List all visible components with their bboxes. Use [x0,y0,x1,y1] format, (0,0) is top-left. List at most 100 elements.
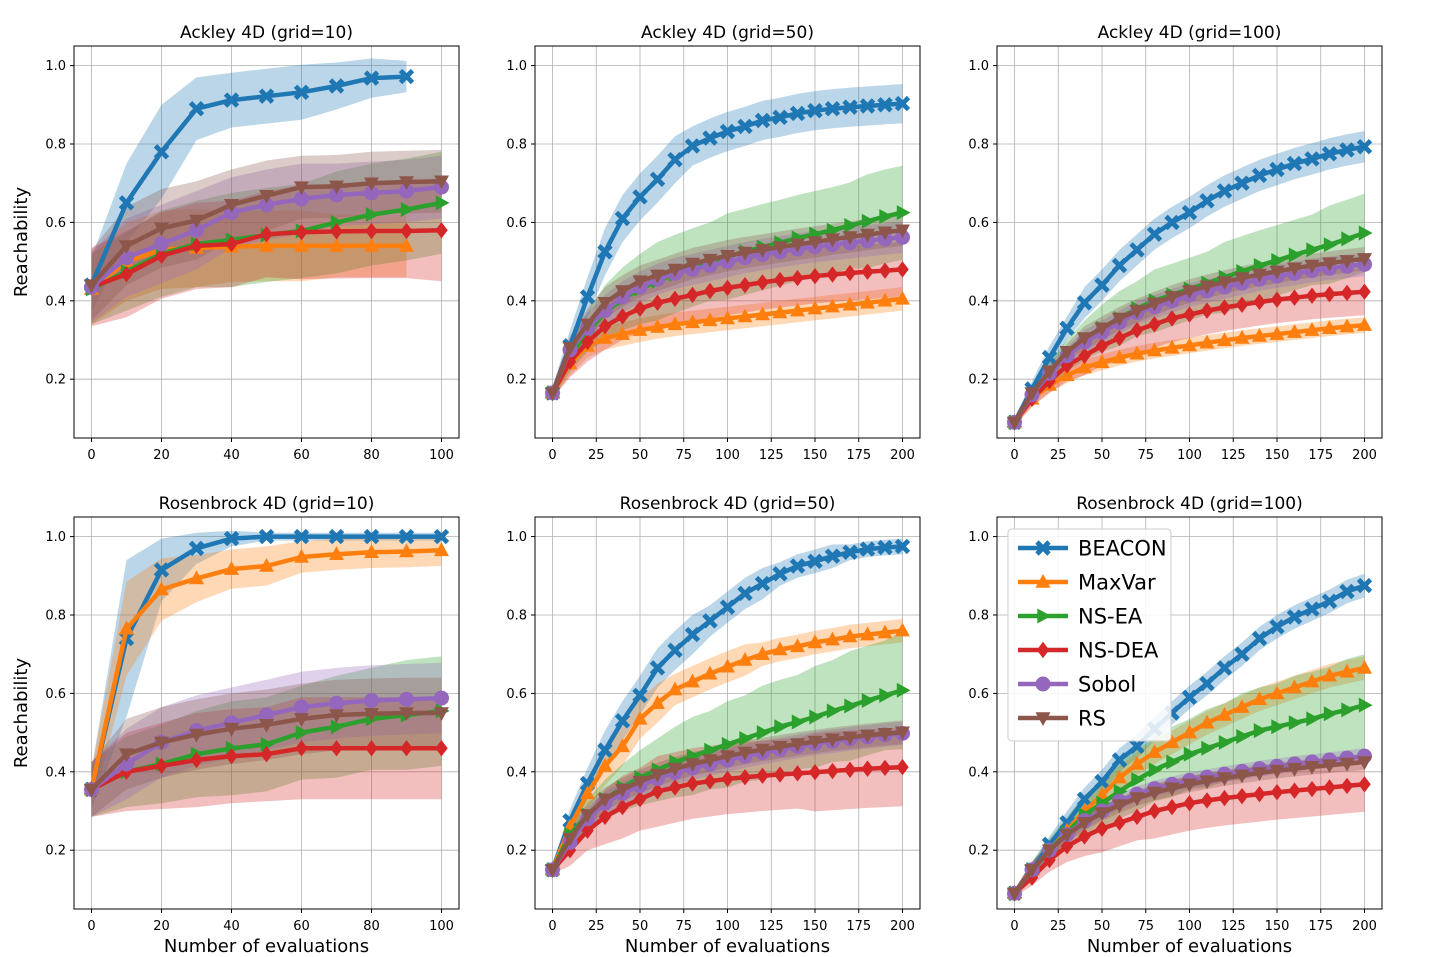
data-point [581,333,594,351]
x-tick-label: 20 [153,919,170,934]
data-point [756,274,769,291]
data-point [686,286,699,304]
data-point [1234,646,1250,662]
x-tick-label: 100 [715,448,740,463]
data-point [223,92,240,108]
data-point [1181,337,1198,352]
y-tick-label: 1.0 [968,59,989,74]
data-point [616,798,629,816]
data-point [1148,802,1161,820]
data-point [562,342,578,356]
data-point [1129,755,1145,770]
data-point [1181,689,1198,706]
y-tick-label: 0.8 [968,138,989,153]
data-point [1094,807,1110,822]
data-point [755,306,770,321]
data-point [1111,752,1128,768]
data-point [1288,289,1301,306]
data-point [259,719,274,733]
data-point [295,740,308,757]
data-point [739,730,754,746]
series-beacon [544,95,911,401]
data-point [1253,723,1268,739]
data-point [1251,691,1268,705]
data-point [1321,593,1338,610]
series-maxvar [1007,659,1373,900]
data-point [1358,776,1371,793]
data-point [754,112,771,129]
data-point [1024,387,1040,401]
axes-frame [73,516,460,910]
data-point [1340,777,1354,795]
data-point [1251,767,1268,782]
data-point [650,269,665,284]
data-point [808,267,822,285]
data-point [398,68,415,85]
x-tick-label: 0 [1010,448,1018,463]
data-point [738,276,752,294]
chart-panel-4: 0 20 40 60 80 100 0.2 0.4 0.6 0.8 1.0 Rosenbrock 4D… [11,494,460,957]
chart-title: Ackley 4D (grid=50) [641,23,814,43]
data-point [1200,302,1214,319]
x-tick-label: 200 [1352,919,1377,934]
x-axis-label: Number of evaluations [164,936,369,957]
data-point [1130,321,1144,339]
data-point [859,98,876,114]
band-beacon [1014,131,1365,427]
x-tick-label: 50 [1094,448,1111,463]
data-point [1129,345,1145,360]
data-point [295,725,310,741]
y-tick-label: 0.6 [506,687,527,702]
data-point [1304,259,1320,274]
x-tick-label: 50 [1094,919,1111,934]
band-beacon [91,58,407,313]
legend-label: RS [1078,707,1106,731]
x-tick-label: 75 [675,448,692,463]
data-point [400,740,413,757]
legend-item-ns-dea: NS-DEA [1018,639,1159,663]
data-point [1269,265,1285,280]
data-point [1199,775,1215,790]
x-tick-label: 175 [846,919,871,934]
legend-marker [1036,641,1050,659]
data-point [789,558,806,574]
legend-item-rs: RS [1018,707,1106,731]
data-point [223,530,240,547]
data-point [1146,226,1163,242]
legend: BEACON MaxVar NS-EA NS-DEA Sobol RS [1007,528,1172,742]
data-point [1340,284,1354,302]
data-point [1323,237,1338,253]
legend-label: NS-DEA [1078,639,1159,663]
data-point [1199,714,1215,729]
data-point [364,708,379,722]
plot-area [544,84,911,402]
data-point [1323,706,1338,722]
data-point [1304,322,1320,336]
data-point [259,557,274,572]
data-point [1094,277,1110,293]
x-tick-label: 60 [293,919,310,934]
data-point [756,725,771,741]
series-beacon [544,538,911,878]
data-point [894,538,911,555]
band-maxvar [91,534,442,809]
legend-label: NS-EA [1078,605,1143,629]
data-point [1111,349,1128,364]
data-point [155,757,168,775]
x-tick-label: 100 [715,919,740,934]
data-point [842,544,858,561]
data-point [1181,778,1198,793]
data-point [790,302,805,317]
x-tick-label: 40 [223,448,240,463]
data-point [1216,183,1233,199]
data-point [1059,346,1075,360]
data-point [1251,328,1268,342]
data-point [808,763,822,781]
data-point [861,263,874,280]
data-point [737,585,753,602]
data-point [842,99,858,115]
data-point [365,740,378,757]
x-tick-label: 200 [890,448,915,463]
data-point [579,289,596,305]
data-point [1358,225,1373,241]
